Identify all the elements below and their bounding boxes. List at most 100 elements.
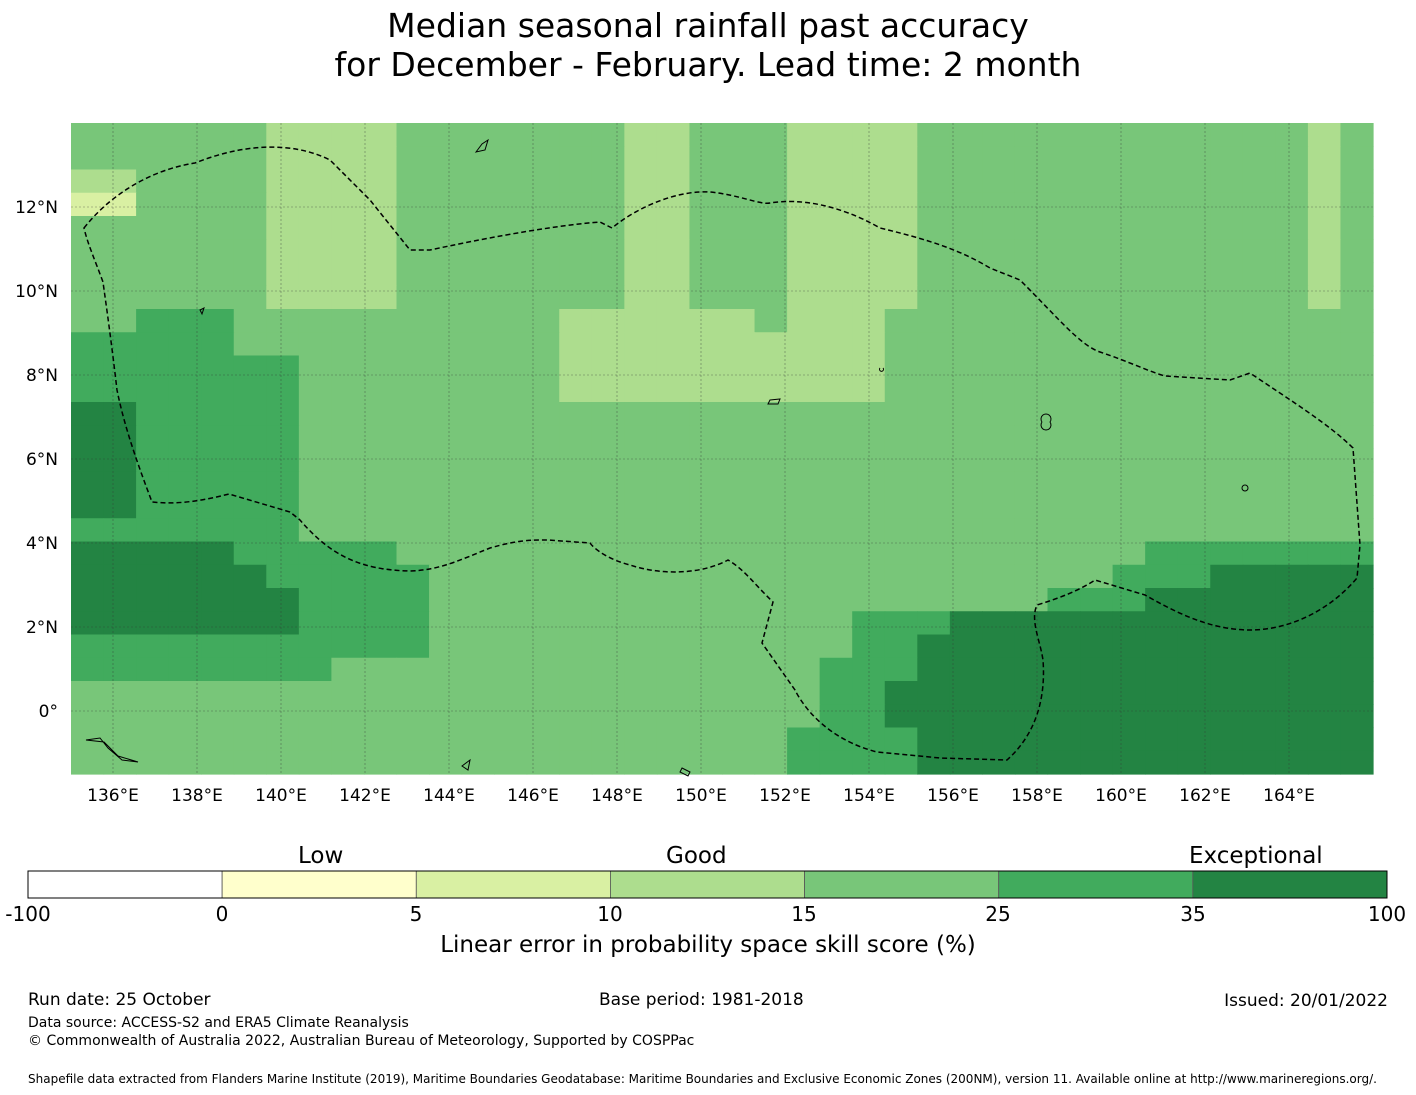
heatmap-cell (656, 727, 691, 752)
heatmap-cell (754, 285, 788, 310)
heatmap-cell (1210, 704, 1244, 729)
heatmap-cell (266, 541, 300, 566)
heatmap-cell (136, 704, 170, 729)
heatmap-cell (1112, 192, 1146, 217)
heatmap-cell (494, 448, 528, 473)
heatmap-cell (1080, 634, 1114, 659)
heatmap-cell (754, 216, 788, 240)
heatmap-cell (233, 285, 267, 310)
heatmap-cell (591, 681, 625, 705)
heatmap-cell (591, 378, 625, 403)
heatmap-cell (754, 146, 788, 171)
heatmap-cell (1177, 309, 1211, 333)
heatmap-cell (1014, 123, 1049, 147)
heatmap-cell (461, 216, 495, 240)
heatmap-cell (754, 657, 788, 682)
heatmap-cell (201, 448, 235, 473)
heatmap-cell (819, 262, 853, 287)
heatmap-cell (787, 123, 821, 147)
heatmap-cell (71, 657, 105, 682)
heatmap-cell (1112, 378, 1146, 403)
heatmap-cell (1275, 657, 1309, 682)
heatmap-cell (819, 169, 853, 194)
heatmap-cell (1242, 378, 1276, 403)
heatmap-cell (1340, 285, 1374, 310)
heatmap-cell (363, 704, 398, 729)
heatmap-cell (689, 634, 723, 659)
heatmap-cell (559, 541, 593, 566)
heatmap-cell (852, 402, 886, 426)
heatmap-cell (233, 518, 267, 543)
heatmap-cell (559, 309, 593, 333)
category-label-low: Low (298, 843, 344, 869)
island-guam (474, 138, 489, 153)
heatmap-cell (787, 146, 821, 171)
heatmap-cell (168, 518, 202, 543)
heatmap-cell (884, 378, 918, 403)
heatmap-cell (1340, 541, 1374, 566)
heatmap-cell (982, 262, 1016, 287)
heatmap-cell (103, 634, 137, 659)
colorbar-segment (804, 870, 1000, 899)
heatmap-cell (754, 727, 788, 752)
heatmap-cell (1340, 402, 1374, 426)
heatmap-cell (461, 239, 495, 264)
heatmap-cell (396, 285, 430, 310)
heatmap-cell (1145, 611, 1179, 636)
heatmap-cell (201, 402, 235, 426)
heatmap-cell (103, 564, 137, 589)
heatmap-cell (917, 495, 951, 519)
heatmap-cell (298, 541, 332, 566)
heatmap-cell (71, 611, 105, 636)
heatmap-cell (591, 309, 625, 333)
longitude-label: 154°E (843, 786, 895, 806)
heatmap-cell (461, 402, 495, 426)
heatmap-cell (1145, 262, 1179, 287)
heatmap-cell (233, 634, 267, 659)
heatmap-cell (787, 681, 821, 705)
heatmap-cell (1275, 402, 1309, 426)
heatmap-cell (168, 332, 202, 357)
island-small-2 (767, 398, 781, 405)
heatmap-cell (363, 123, 398, 147)
heatmap-cell (103, 425, 137, 450)
heatmap-cell (461, 309, 495, 333)
heatmap-cell (754, 123, 788, 147)
longitude-label: 148°E (591, 786, 643, 806)
heatmap-cell (396, 750, 430, 775)
heatmap-cell (526, 727, 560, 752)
heatmap-cell (884, 681, 918, 705)
heatmap-cell (363, 192, 398, 217)
heatmap-cell (624, 355, 658, 380)
heatmap-cell (787, 518, 821, 543)
heatmap-cell (266, 471, 300, 496)
heatmap-cell (591, 239, 625, 264)
heatmap-cell (1112, 681, 1146, 705)
heatmap-cell (331, 634, 365, 659)
heatmap-cell (1242, 681, 1276, 705)
heatmap-cell (1177, 216, 1211, 240)
heatmap-cell (1210, 332, 1244, 357)
heatmap-cell (884, 262, 918, 287)
heatmap-cell (494, 169, 528, 194)
heatmap-cell (1112, 285, 1146, 310)
heatmap-cell (103, 332, 137, 357)
heatmap-cell (1340, 611, 1374, 636)
heatmap-cell (754, 681, 788, 705)
heatmap-cell (559, 262, 593, 287)
heatmap-cell (396, 704, 430, 729)
heatmap-cell (917, 657, 951, 682)
heatmap-cell (1047, 425, 1081, 450)
heatmap-cell (1242, 518, 1276, 543)
heatmap-cell (591, 285, 625, 310)
heatmap-cell (429, 681, 463, 705)
heatmap-cell (559, 518, 593, 543)
heatmap-cell (819, 657, 853, 682)
heatmap-cell (1080, 425, 1114, 450)
heatmap-cell (917, 262, 951, 287)
heatmap-cell (71, 448, 105, 473)
heatmap-cell (461, 123, 495, 147)
heatmap-cell (559, 123, 593, 147)
heatmap-cell (396, 564, 430, 589)
heatmap-cell (1210, 681, 1244, 705)
